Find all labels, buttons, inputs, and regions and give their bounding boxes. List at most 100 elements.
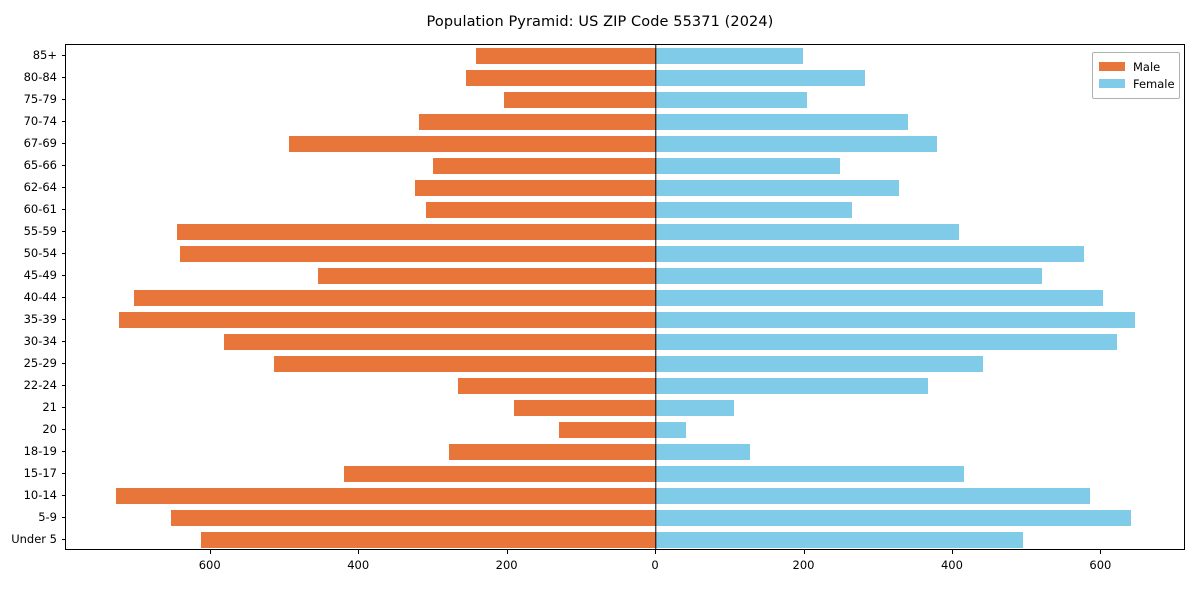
ytick-label: 21 — [42, 400, 57, 414]
ytick-mark — [61, 363, 65, 365]
xtick-mark — [1100, 550, 1102, 554]
bar-female-67-69 — [656, 136, 937, 152]
bar-male-70-74 — [419, 114, 657, 130]
plot-area — [65, 44, 1185, 550]
pyramid-row — [66, 158, 1184, 174]
ytick-label: 67-69 — [23, 136, 57, 150]
ytick-label: 25-29 — [23, 356, 57, 370]
ytick-mark — [61, 187, 65, 189]
ytick-mark — [61, 319, 65, 321]
pyramid-row — [66, 378, 1184, 394]
bar-male-75-79 — [503, 92, 657, 108]
pyramid-row — [66, 246, 1184, 262]
xtick-label: 200 — [792, 558, 815, 572]
ytick-mark — [61, 473, 65, 475]
bar-female-50-54 — [656, 246, 1084, 262]
bar-male-under-5 — [201, 532, 657, 548]
ytick-label: 35-39 — [23, 312, 57, 326]
legend-item-female: Female — [1099, 75, 1175, 92]
chart-legend: Male Female — [1092, 52, 1180, 99]
xtick-label: 200 — [495, 558, 518, 572]
ytick-mark — [61, 209, 65, 211]
ytick-mark — [61, 341, 65, 343]
bar-male-22-24 — [457, 378, 657, 394]
bar-female-5-9 — [656, 510, 1132, 526]
ytick-mark — [61, 99, 65, 101]
ytick-label: 10-14 — [23, 488, 57, 502]
pyramid-row — [66, 202, 1184, 218]
xtick-mark — [803, 550, 805, 554]
ytick-label: 30-34 — [23, 334, 57, 348]
xtick-mark — [506, 550, 508, 554]
bar-male-5-9 — [171, 510, 657, 526]
bar-female-22-24 — [656, 378, 928, 394]
bar-male-55-59 — [177, 224, 657, 240]
ytick-mark — [61, 55, 65, 57]
pyramid-row — [66, 400, 1184, 416]
bar-female-65-66 — [656, 158, 841, 174]
ytick-label: 80-84 — [23, 70, 57, 84]
xtick-mark — [951, 550, 954, 554]
ytick-mark — [61, 275, 65, 277]
bar-male-21 — [514, 400, 657, 416]
ytick-label: 70-74 — [23, 114, 57, 128]
pyramid-row — [66, 488, 1184, 504]
bar-female-85- — [656, 48, 803, 64]
bar-female-55-59 — [656, 224, 959, 240]
bar-male-35-39 — [118, 312, 657, 328]
pyramid-row — [66, 70, 1184, 86]
ytick-label: 20 — [42, 422, 57, 436]
bar-female-18-19 — [656, 444, 751, 460]
pyramid-row — [66, 510, 1184, 526]
pyramid-row — [66, 422, 1184, 438]
legend-label-male: Male — [1133, 59, 1161, 74]
bar-female-60-61 — [656, 202, 852, 218]
zero-axis-line — [655, 45, 657, 549]
xtick-mark — [655, 550, 657, 554]
ytick-label: 45-49 — [23, 268, 57, 282]
bar-female-under-5 — [656, 532, 1023, 548]
bar-female-40-44 — [656, 290, 1103, 306]
ytick-mark — [61, 517, 65, 519]
pyramid-row — [66, 114, 1184, 130]
ytick-mark — [61, 451, 65, 453]
bar-male-10-14 — [116, 488, 657, 504]
ytick-label: 50-54 — [23, 246, 57, 260]
xtick-label: 0 — [651, 558, 659, 572]
ytick-mark — [61, 495, 65, 497]
pyramid-row — [66, 466, 1184, 482]
pyramid-row — [66, 290, 1184, 306]
pyramid-row — [66, 532, 1184, 548]
ytick-label: 40-44 — [23, 290, 57, 304]
pyramid-row — [66, 48, 1184, 64]
pyramid-row — [66, 136, 1184, 152]
legend-swatch-female-icon — [1099, 79, 1125, 88]
bar-female-35-39 — [656, 312, 1135, 328]
bar-female-70-74 — [656, 114, 908, 130]
bar-female-45-49 — [656, 268, 1042, 284]
ytick-label: 85+ — [32, 48, 57, 62]
bar-male-30-34 — [224, 334, 657, 350]
bar-male-50-54 — [180, 246, 657, 262]
pyramid-row — [66, 312, 1184, 328]
ytick-mark — [61, 165, 65, 167]
ytick-mark — [61, 539, 65, 541]
bar-male-45-49 — [318, 268, 657, 284]
pyramid-row — [66, 92, 1184, 108]
ytick-mark — [61, 143, 65, 145]
xtick-label: 400 — [347, 558, 370, 572]
bar-male-60-61 — [425, 202, 657, 218]
ytick-label: 15-17 — [23, 466, 57, 480]
bars-layer — [66, 45, 1184, 549]
ytick-mark — [61, 253, 65, 255]
bar-male-65-66 — [433, 158, 657, 174]
pyramid-row — [66, 334, 1184, 350]
pyramid-row — [66, 268, 1184, 284]
legend-item-male: Male — [1099, 58, 1173, 75]
xtick-label: 600 — [1089, 558, 1112, 572]
pyramid-row — [66, 356, 1184, 372]
ytick-label: 55-59 — [23, 224, 57, 238]
bar-female-80-84 — [656, 70, 865, 86]
bar-female-25-29 — [656, 356, 983, 372]
